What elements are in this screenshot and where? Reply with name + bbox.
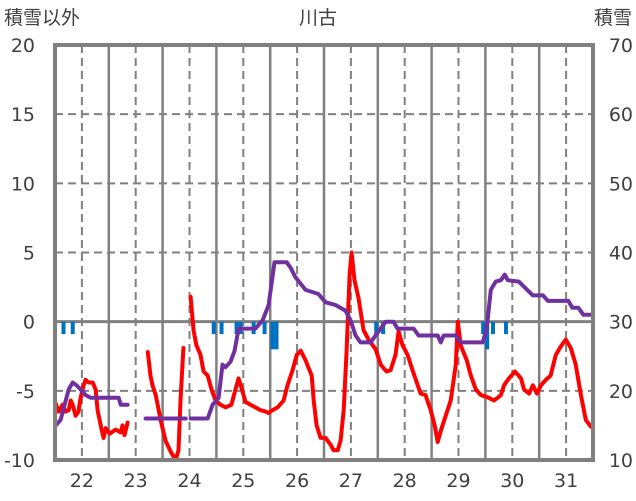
precipitation-bar	[61, 321, 66, 335]
precipitation-bar	[262, 321, 267, 335]
y-tick-left: -5	[16, 381, 35, 403]
x-tick-label: 27	[339, 470, 363, 492]
y-tick-left: 20	[11, 35, 35, 57]
snow_depth-line	[53, 380, 130, 428]
precipitation-bar	[234, 321, 239, 335]
x-tick-label: 23	[124, 470, 148, 492]
grid	[55, 45, 593, 460]
x-tick-label: 25	[231, 470, 255, 492]
x-tick-label: 30	[500, 470, 524, 492]
precipitation-bar	[211, 321, 216, 335]
series-lines	[53, 250, 595, 462]
temperature-line	[188, 250, 593, 453]
x-tick-label: 28	[393, 470, 417, 492]
precipitation-bar	[374, 321, 379, 335]
chart-title: 川古	[299, 7, 337, 29]
x-tick-label: 22	[70, 470, 94, 492]
x-tick-label: 26	[285, 470, 309, 492]
precipitation-bar	[270, 321, 275, 350]
temperature-line	[53, 377, 130, 440]
y-tick-right: 50	[609, 173, 633, 195]
right-axis-title: 積雪	[594, 7, 632, 29]
x-tick-label: 29	[446, 470, 470, 492]
y-tick-right: 30	[609, 312, 633, 334]
precipitation-bar	[70, 321, 75, 335]
temperature-line	[145, 346, 186, 462]
left-axis-title: 積雪以外	[4, 7, 80, 29]
y-tick-right: 10	[609, 450, 633, 472]
precipitation-bar	[491, 321, 496, 335]
plot-frame	[53, 43, 595, 462]
precipitation-bar	[504, 321, 509, 335]
precipitation-bars	[61, 321, 509, 350]
precipitation-bar	[274, 321, 279, 350]
y-tick-right: 40	[609, 243, 633, 265]
precipitation-bar	[485, 321, 490, 350]
tick-labels: 20 70 15 60 10 50 5 40 0 30 -5 20 -10 10 22 23 24 25 26 27 2…	[4, 35, 633, 492]
snow_depth-line	[188, 260, 595, 421]
y-tick-right: 60	[609, 104, 633, 126]
y-tick-left: -10	[4, 450, 35, 472]
y-tick-right: 20	[609, 381, 633, 403]
y-tick-right: 70	[609, 35, 633, 57]
y-tick-left: 10	[11, 173, 35, 195]
x-tick-label: 24	[177, 470, 201, 492]
precipitation-bar	[219, 321, 224, 335]
y-tick-left: 0	[23, 312, 35, 334]
precipitation-bar	[481, 321, 486, 335]
x-tick-label: 31	[554, 470, 578, 492]
y-tick-left: 5	[23, 243, 35, 265]
y-tick-left: 15	[11, 104, 35, 126]
